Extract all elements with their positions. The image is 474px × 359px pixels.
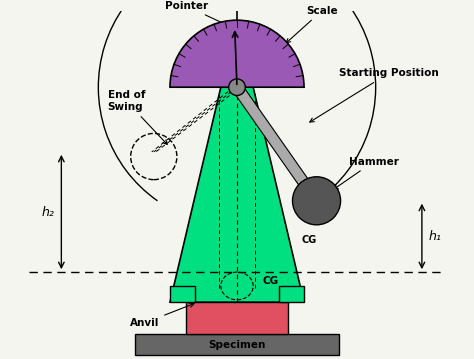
Text: Anvil: Anvil [130, 303, 194, 328]
Polygon shape [232, 84, 321, 204]
Text: Specimen: Specimen [208, 340, 266, 350]
FancyBboxPatch shape [279, 286, 304, 302]
Text: h₂: h₂ [42, 205, 55, 219]
FancyBboxPatch shape [170, 286, 195, 302]
Text: Hammer: Hammer [334, 157, 399, 189]
Wedge shape [170, 20, 304, 87]
Text: h₁: h₁ [429, 230, 442, 243]
Text: Scale: Scale [286, 5, 338, 43]
Text: CG: CG [302, 236, 317, 246]
FancyBboxPatch shape [186, 302, 288, 335]
Circle shape [228, 79, 246, 95]
Circle shape [292, 177, 341, 225]
Polygon shape [170, 87, 304, 302]
Text: CG: CG [263, 276, 279, 286]
Text: End of
Swing: End of Swing [108, 90, 167, 144]
Text: Starting Position: Starting Position [310, 68, 438, 122]
Text: Pointer: Pointer [164, 1, 230, 27]
FancyBboxPatch shape [135, 335, 339, 355]
